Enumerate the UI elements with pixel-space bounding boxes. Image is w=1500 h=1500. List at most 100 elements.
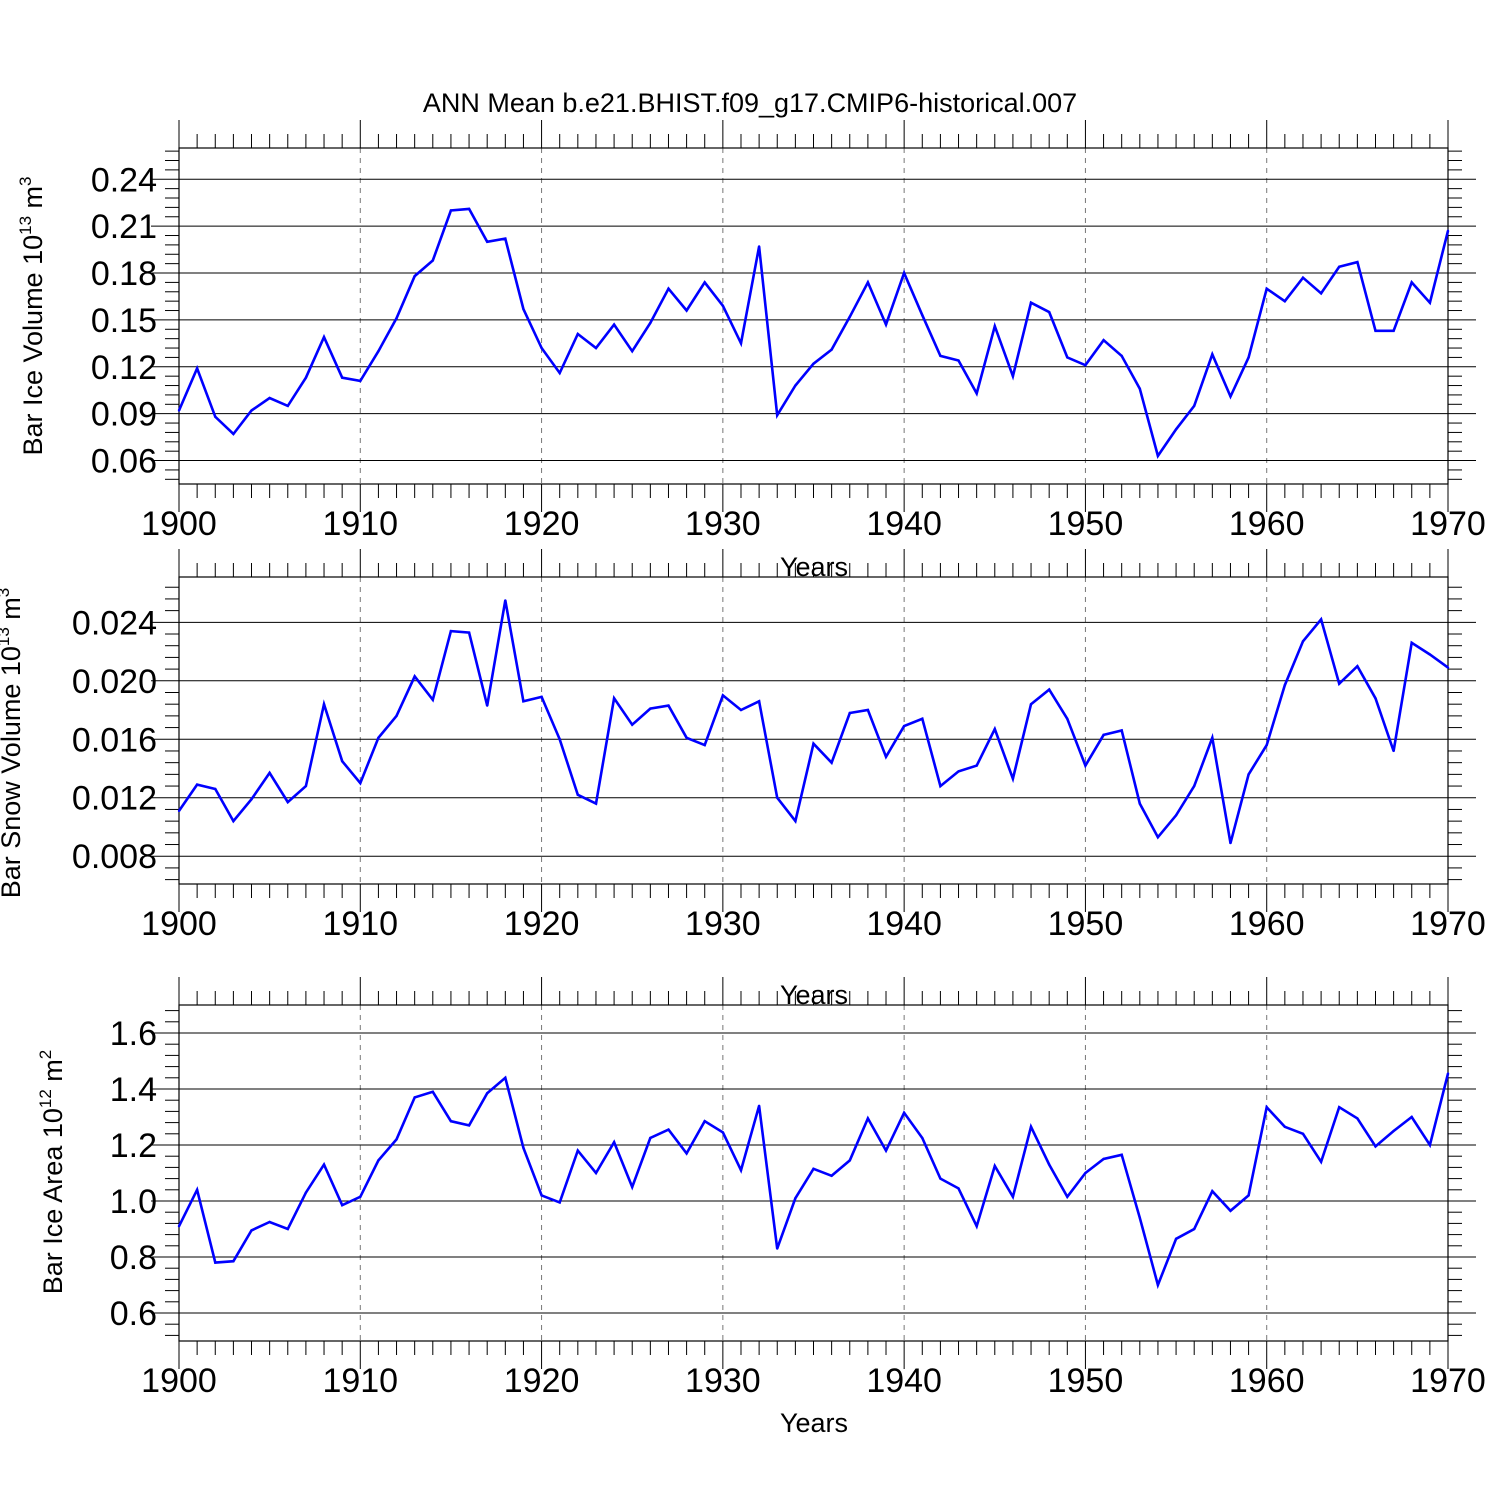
snow-volume-point (1374, 697, 1377, 700)
panel-ice-area: 0.6 0.8 1.0 1.2 1.4 1.6 1900 1910 1920 1930 1940 19… (36, 977, 1486, 1438)
ice-area-point (812, 1167, 815, 1171)
ice-volume-point (177, 409, 181, 412)
ice-volume-point (1301, 276, 1305, 279)
ice-area-series-line (177, 1073, 1450, 1290)
snow-volume-point (232, 819, 235, 823)
ice-volume-point (649, 321, 652, 325)
ice-area-point (540, 1194, 543, 1197)
figure-title: ANN Mean b.e21.BHIST.f09_g17.CMIP6-histo… (423, 88, 1077, 118)
snow-volume-point (1265, 743, 1268, 747)
ice-volume-point (667, 287, 670, 290)
snow-volume-frame (178, 576, 1449, 885)
snow-volume-plot: 0.008 0.012 0.016 0.020 0.024 1900 1910 1920 193… (72, 549, 1486, 943)
ice-area-point (1283, 1125, 1287, 1129)
snow-volume-series-line (177, 600, 1449, 844)
snow-volume-point (902, 724, 906, 728)
ice-volume-point (1338, 265, 1341, 268)
snow-volume-xtick-label: 1960 (1229, 905, 1305, 943)
ice-area-point (993, 1164, 996, 1168)
ice-volume-point (485, 240, 489, 243)
ice-area-point (1066, 1195, 1069, 1199)
ice-area-point (449, 1120, 453, 1123)
ice-area-point (1374, 1145, 1377, 1148)
ice-volume-ytick-label: 0.18 (91, 255, 157, 293)
ice-volume-point (340, 376, 344, 379)
snow-volume-point (1211, 736, 1214, 740)
ice-volume-point (1356, 260, 1359, 264)
snow-volume-point (558, 738, 561, 741)
snow-volume-point (395, 714, 398, 718)
ice-area-point (1156, 1283, 1160, 1287)
ice-area-point (1047, 1163, 1051, 1166)
ice-volume-point (612, 323, 616, 326)
snow-volume-point (594, 802, 598, 805)
ice-volume-point (1066, 356, 1069, 359)
ice-volume-xtick-label: 1910 (322, 505, 398, 543)
ice-volume-point (576, 332, 580, 336)
snow-volume-point (413, 675, 416, 678)
ice-volume-point (1247, 356, 1250, 359)
ice-volume-point (902, 271, 906, 275)
ice-volume-point (939, 354, 942, 358)
ice-area-point (1011, 1195, 1015, 1199)
ice-area-xtick-label: 1920 (504, 1362, 580, 1400)
snow-volume-point (304, 784, 308, 788)
ice-area-point (1229, 1209, 1232, 1213)
snow-volume-point (1446, 666, 1450, 669)
ice-volume-point (957, 359, 960, 362)
ice-area-ytick-label: 1.4 (110, 1071, 157, 1109)
ice-area-point (703, 1120, 706, 1123)
ice-area-point (939, 1177, 942, 1180)
ice-area-plot: 0.6 0.8 1.0 1.2 1.4 1.6 1900 1910 1920 1930 1940 19… (110, 977, 1486, 1400)
ice-volume-point (1283, 299, 1287, 303)
ice-volume-point (1138, 387, 1142, 390)
snow-volume-xtick-label: 1920 (504, 905, 580, 943)
snow-volume-point (1229, 841, 1232, 845)
snow-volume-point (794, 819, 797, 823)
ice-volume-point (1428, 301, 1432, 304)
ice-volume-point (1029, 301, 1033, 304)
ice-volume-point (1229, 395, 1232, 398)
ice-volume-point (304, 376, 308, 379)
ice-volume-point (812, 362, 815, 365)
snow-volume-point (359, 781, 362, 785)
snow-volume-point (1102, 733, 1105, 737)
snow-volume-point (268, 771, 271, 775)
ice-area-point (1120, 1153, 1123, 1157)
snow-volume-point (1193, 784, 1196, 788)
ice-volume-point (739, 342, 743, 345)
ice-area-point (1356, 1117, 1359, 1120)
snow-volume-point (649, 707, 652, 710)
ice-volume-point (776, 414, 779, 417)
ice-volume-point (631, 349, 634, 353)
ice-volume-point (703, 281, 706, 284)
ice-area-point (1084, 1171, 1087, 1175)
snow-volume-point (214, 787, 217, 791)
ice-area-point (395, 1138, 398, 1141)
snow-volume-point (286, 800, 289, 804)
ice-area-point (1174, 1237, 1178, 1241)
snow-volume-point (993, 727, 996, 731)
ice-area-point (431, 1090, 434, 1094)
ice-volume-point (522, 307, 525, 311)
ice-volume-point (467, 207, 471, 211)
ice-volume-frame (178, 147, 1449, 485)
ice-area-xtick-label: 1910 (322, 1362, 398, 1400)
ice-area-point (794, 1197, 797, 1200)
ice-volume-series-line (177, 207, 1450, 459)
snow-volume-point (685, 736, 688, 740)
snow-volume-point (1047, 688, 1051, 691)
ice-area-point (1301, 1132, 1305, 1136)
ice-volume-point (1211, 353, 1214, 356)
ice-volume-point (794, 384, 797, 387)
snow-volume-xtick-label: 1950 (1048, 905, 1124, 943)
ice-area-point (485, 1092, 489, 1095)
snow-volume-point (1428, 653, 1432, 656)
ice-volume-xtick-label: 1940 (866, 505, 942, 543)
snow-volume-point (757, 700, 761, 703)
ice-volume-point (848, 315, 851, 318)
snow-volume-point (1338, 682, 1341, 685)
snow-volume-point (866, 708, 870, 712)
ice-area-point (467, 1124, 471, 1127)
ice-volume-xtick-label: 1970 (1410, 505, 1486, 543)
